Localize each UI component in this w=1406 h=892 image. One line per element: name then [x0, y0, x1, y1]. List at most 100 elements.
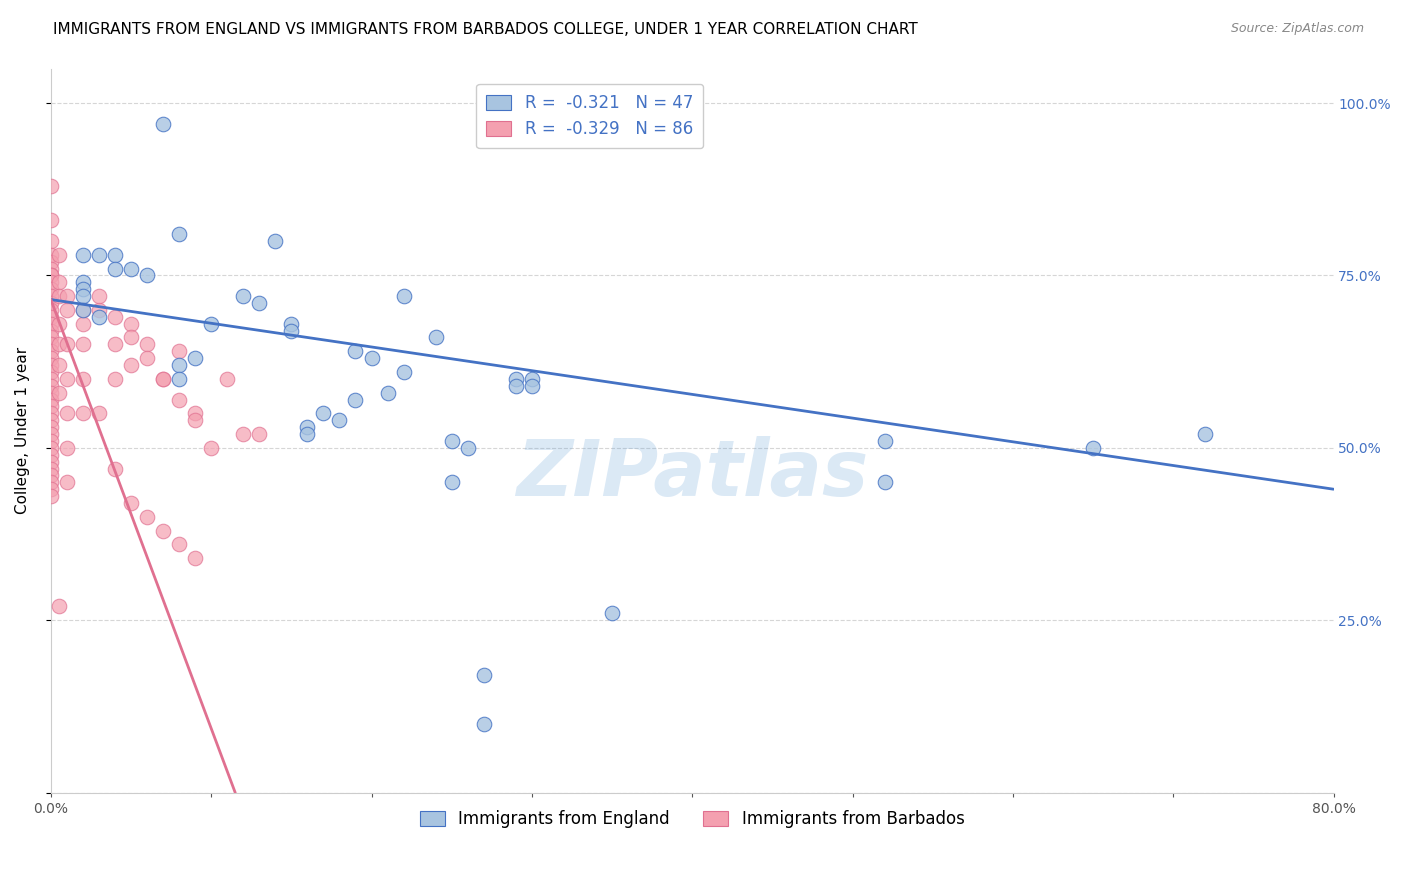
Point [184, 413, 207, 427]
Point [87, 302, 110, 317]
Point [232, 427, 254, 442]
Point [344, 392, 367, 407]
Point [167, 537, 190, 551]
Point [200, 441, 222, 455]
Point [39, 427, 62, 442]
Text: ZIPatlas: ZIPatlas [516, 436, 869, 512]
Point [56, 337, 79, 351]
Point [152, 117, 174, 131]
Point [39, 268, 62, 283]
Point [200, 317, 222, 331]
Point [297, 427, 319, 442]
Point [39, 289, 62, 303]
Point [56, 406, 79, 420]
Text: IMMIGRANTS FROM ENGLAND VS IMMIGRANTS FROM BARBADOS COLLEGE, UNDER 1 YEAR CORREL: IMMIGRANTS FROM ENGLAND VS IMMIGRANTS FR… [53, 22, 918, 37]
Point [440, 434, 463, 448]
Point [39, 385, 62, 400]
Point [56, 289, 79, 303]
Point [312, 406, 335, 420]
Point [39, 282, 62, 296]
Point [39, 358, 62, 372]
Point [48, 248, 70, 262]
Point [39, 178, 62, 193]
Point [39, 392, 62, 407]
Point [48, 275, 70, 289]
Point [167, 392, 190, 407]
Point [39, 448, 62, 462]
Point [1194, 427, 1216, 442]
Point [39, 351, 62, 366]
Point [136, 337, 159, 351]
Point [39, 234, 62, 248]
Point [39, 378, 62, 392]
Point [72, 406, 94, 420]
Point [72, 275, 94, 289]
Point [167, 358, 190, 372]
Point [280, 317, 302, 331]
Point [104, 261, 127, 276]
Point [264, 234, 287, 248]
Point [39, 482, 62, 496]
Point [392, 365, 415, 379]
Point [167, 227, 190, 241]
Point [39, 324, 62, 338]
Point [87, 289, 110, 303]
Point [136, 351, 159, 366]
Point [344, 344, 367, 359]
Point [72, 302, 94, 317]
Point [520, 372, 543, 386]
Point [87, 406, 110, 420]
Point [56, 475, 79, 490]
Point [120, 317, 142, 331]
Point [39, 248, 62, 262]
Point [120, 358, 142, 372]
Point [48, 317, 70, 331]
Y-axis label: College, Under 1 year: College, Under 1 year [15, 347, 30, 514]
Point [297, 420, 319, 434]
Point [39, 413, 62, 427]
Point [48, 599, 70, 614]
Legend: Immigrants from England, Immigrants from Barbados: Immigrants from England, Immigrants from… [413, 804, 972, 835]
Point [392, 289, 415, 303]
Point [39, 302, 62, 317]
Point [120, 261, 142, 276]
Point [39, 365, 62, 379]
Point [72, 337, 94, 351]
Point [39, 468, 62, 483]
Point [48, 337, 70, 351]
Point [600, 607, 623, 621]
Point [48, 358, 70, 372]
Point [72, 372, 94, 386]
Point [104, 310, 127, 324]
Point [39, 330, 62, 344]
Point [184, 406, 207, 420]
Point [72, 282, 94, 296]
Point [39, 296, 62, 310]
Point [152, 524, 174, 538]
Point [39, 455, 62, 469]
Point [280, 324, 302, 338]
Point [39, 310, 62, 324]
Point [72, 248, 94, 262]
Point [39, 317, 62, 331]
Point [39, 434, 62, 448]
Point [1081, 441, 1104, 455]
Point [457, 441, 479, 455]
Point [217, 372, 239, 386]
Point [56, 441, 79, 455]
Point [505, 378, 527, 392]
Point [120, 330, 142, 344]
Point [39, 441, 62, 455]
Point [360, 351, 382, 366]
Point [167, 372, 190, 386]
Point [39, 261, 62, 276]
Text: Source: ZipAtlas.com: Source: ZipAtlas.com [1230, 22, 1364, 36]
Point [104, 248, 127, 262]
Point [232, 289, 254, 303]
Point [505, 372, 527, 386]
Point [873, 434, 896, 448]
Point [152, 372, 174, 386]
Point [39, 275, 62, 289]
Point [247, 296, 270, 310]
Point [104, 372, 127, 386]
